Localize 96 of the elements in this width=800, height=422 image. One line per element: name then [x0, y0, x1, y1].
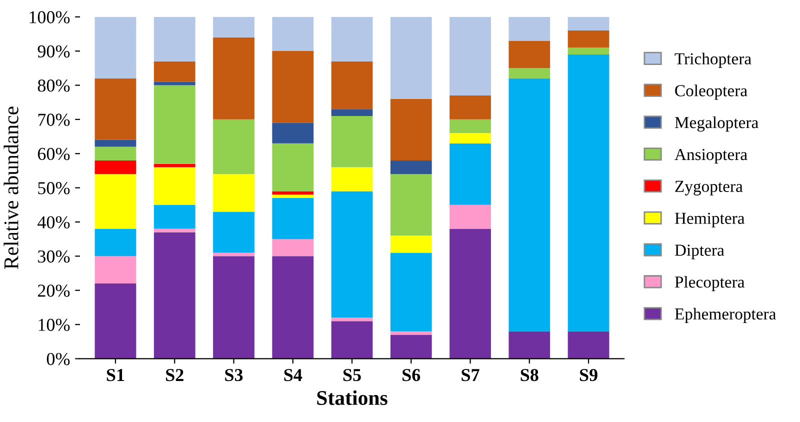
bar	[213, 119, 254, 174]
bar	[272, 191, 314, 195]
y-tick-label: 20%	[38, 284, 70, 297]
y-tick-label: 50%	[38, 182, 70, 194]
bar	[390, 160, 432, 174]
bar	[272, 194, 314, 198]
bar	[450, 228, 491, 359]
bar	[272, 143, 314, 192]
bar	[331, 167, 373, 192]
x-tick-label: S2	[166, 368, 184, 382]
bar	[390, 334, 432, 359]
bar	[331, 191, 373, 318]
bar	[94, 256, 136, 284]
legend-label: Zygoptera	[675, 180, 743, 196]
bar	[272, 51, 314, 123]
bar	[213, 256, 254, 359]
legend-label: Trichoptera	[674, 52, 752, 68]
y-tick-label: 0%	[46, 352, 70, 366]
y-tick-label: 90%	[38, 45, 70, 58]
bar	[390, 16, 432, 99]
bar	[508, 16, 550, 41]
bar	[94, 146, 136, 160]
y-axis-title: Relative abundance	[4, 106, 18, 270]
bar	[154, 204, 196, 229]
x-tick-label: S7	[462, 368, 480, 382]
y-tick-label: 80%	[38, 80, 70, 92]
bar	[154, 61, 196, 82]
bar	[390, 174, 432, 236]
bar	[508, 40, 550, 68]
bar	[213, 174, 254, 212]
bar	[568, 48, 610, 54]
bar	[94, 228, 136, 256]
bar	[94, 78, 136, 140]
bar	[450, 133, 491, 144]
bar	[331, 321, 373, 359]
bar	[508, 78, 550, 332]
x-tick-label: S6	[402, 368, 420, 382]
bar	[390, 98, 432, 160]
legend-label: Ansioptera	[674, 148, 748, 164]
bar	[331, 116, 373, 168]
x-tick-label: S5	[343, 368, 361, 382]
x-tick-label: S4	[284, 368, 302, 382]
bar	[450, 96, 491, 120]
bar	[390, 236, 432, 253]
legend-label: Coleoptera	[675, 84, 748, 100]
bar	[272, 122, 314, 144]
bar	[94, 284, 136, 359]
bar	[568, 54, 610, 332]
bar	[390, 331, 432, 335]
x-tick-label: S8	[520, 368, 538, 382]
bar	[450, 16, 491, 96]
bar	[331, 16, 373, 62]
bar	[272, 16, 314, 52]
bar	[508, 68, 550, 78]
legend-label: Hemiptera	[674, 212, 745, 228]
x-axis-title: Stations	[317, 390, 388, 406]
y-tick-label: 10%	[38, 318, 70, 332]
bar	[331, 318, 373, 322]
y-tick-label: 30%	[38, 250, 70, 263]
bar	[94, 140, 136, 147]
y-tick-label: 100%	[30, 11, 70, 24]
bar	[213, 212, 254, 253]
bar	[272, 256, 314, 359]
bar	[213, 16, 254, 38]
bar	[331, 109, 373, 116]
legend-label: Plecoptera	[674, 276, 745, 292]
y-tick-label: 70%	[38, 114, 70, 126]
bar	[94, 174, 136, 229]
bar	[272, 239, 314, 256]
bar	[272, 198, 314, 240]
bar	[568, 16, 610, 31]
x-tick-label: S9	[580, 368, 598, 382]
bar	[213, 252, 254, 256]
bar	[450, 119, 491, 134]
bar	[154, 232, 196, 359]
bar	[568, 331, 610, 359]
legend-label: Ephemeroptera	[674, 308, 776, 323]
y-tick-label: 60%	[38, 148, 70, 160]
bar	[450, 143, 491, 205]
y-tick-label: 40%	[38, 216, 70, 228]
legend-label: Diptera	[674, 244, 724, 260]
bar	[213, 37, 254, 120]
bar	[568, 30, 610, 48]
bar	[154, 85, 196, 164]
bar	[94, 160, 136, 174]
x-tick-label: S1	[106, 368, 124, 382]
bar	[154, 16, 196, 62]
bar	[508, 331, 550, 359]
bar	[94, 16, 136, 78]
legend-label: Megaloptera	[674, 116, 758, 132]
bar	[450, 204, 491, 229]
x-tick-label: S3	[225, 368, 243, 382]
bar	[154, 167, 196, 205]
bar	[331, 61, 373, 110]
bar	[154, 164, 196, 168]
bar	[390, 252, 432, 332]
